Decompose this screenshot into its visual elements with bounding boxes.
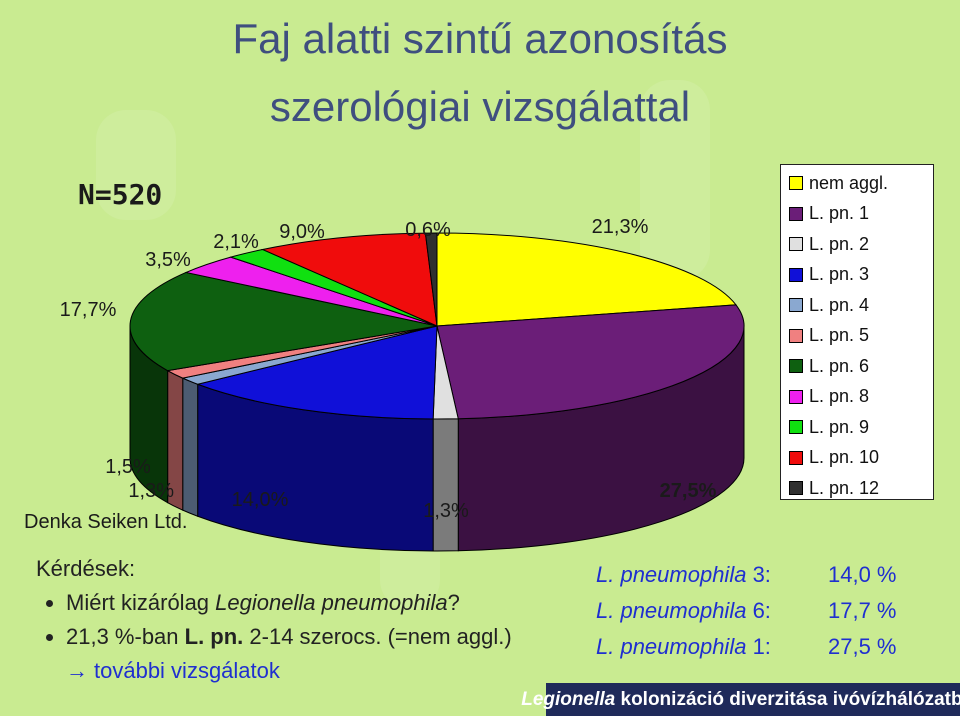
legend-swatch — [789, 389, 803, 404]
legend-item: L. pn. 12 — [781, 473, 933, 504]
question-2-species: L. pn. — [184, 624, 244, 649]
questions-block: Kérdések: Miért kizárólag Legionella pne… — [36, 556, 512, 684]
pie-sides — [129, 325, 745, 552]
legend-label: L. pn. 2 — [809, 233, 870, 254]
questions-title: Kérdések: — [36, 556, 136, 581]
legend-swatch — [789, 206, 803, 221]
legend-item: L. pn. 5 — [781, 321, 933, 352]
legend-label: L. pn. 9 — [809, 416, 870, 437]
stat-value: 27,5 % — [828, 634, 897, 659]
legend-item: L. pn. 8 — [781, 382, 933, 413]
pie-labels: 21,3%27,5%1,3%14,0%1,3%1,5%17,7%3,5%2,1%… — [24, 216, 717, 533]
stat-row: L. pneumophila 6: 17,7 % — [596, 593, 897, 629]
slice-value-label: 21,3% — [592, 216, 649, 238]
page-title: Faj alatti szintű azonosítás — [232, 15, 728, 62]
stat-name: L. pneumophila 6: — [596, 598, 771, 623]
question-1-species: Legionella pneumophila — [215, 590, 448, 615]
question-2: 21,3 %-ban L. pn. 2-14 szerocs. (=nem ag… — [66, 624, 512, 650]
question-2-prefix: 21,3 %-ban — [66, 624, 185, 649]
footer-banner: Legionella kolonizáció diverzitása ivóví… — [521, 683, 960, 716]
legend-item: L. pn. 6 — [781, 351, 933, 382]
stat-row: L. pneumophila 1: 27,5 % — [596, 629, 897, 665]
legend-item: L. pn. 1 — [781, 199, 933, 230]
stat-row: L. pneumophila 3: 14,0 % — [596, 557, 897, 593]
pie-side — [432, 418, 459, 552]
slice-value-label: 1,5% — [105, 456, 151, 478]
legend-label: L. pn. 5 — [809, 325, 870, 346]
pie-side — [182, 377, 199, 517]
legend-label: L. pn. 12 — [809, 477, 880, 498]
legend-swatch — [789, 328, 803, 343]
question-1: Miért kizárólag Legionella pneumophila? — [66, 590, 512, 616]
legend-swatch — [789, 267, 803, 282]
legend-item: L. pn. 3 — [781, 260, 933, 291]
legend-label: nem aggl. — [809, 172, 889, 193]
slice-value-label: 1,3% — [423, 500, 469, 522]
legend-swatch — [789, 298, 803, 313]
pie-slice — [195, 325, 438, 420]
legend-item: nem aggl. — [781, 168, 933, 199]
slice-value-label: 27,5% — [660, 480, 717, 502]
legend-label: L. pn. 3 — [809, 264, 870, 285]
question-2-suffix: 2-14 szerocs. (=nem aggl.) — [243, 624, 512, 649]
pie-slice — [260, 232, 438, 327]
further-tests: → további vizsgálatok — [66, 658, 512, 684]
legend-label: L. pn. 1 — [809, 203, 870, 224]
legend-swatch — [789, 450, 803, 465]
pie-slice — [424, 232, 438, 327]
right-arrow-icon: → — [66, 658, 88, 683]
legend-swatch — [789, 359, 803, 374]
further-tests-label: további vizsgálatok — [94, 658, 280, 683]
stat-value: 17,7 % — [828, 598, 897, 623]
question-1-prefix: Miért kizárólag — [66, 590, 216, 615]
slice-value-label: 17,7% — [60, 299, 117, 321]
chart-annotation: Denka Seiken Ltd. — [24, 511, 187, 533]
legend-swatch — [789, 237, 803, 252]
legend-swatch — [789, 481, 803, 496]
question-1-suffix: ? — [447, 590, 460, 615]
slice-value-label: 14,0% — [232, 489, 289, 511]
stats-block: L. pneumophila 3: 14,0 % L. pneumophila … — [596, 557, 897, 665]
legend-label: L. pn. 8 — [809, 386, 870, 407]
pie-slice — [436, 232, 737, 327]
stat-name: L. pneumophila 3: — [596, 562, 771, 587]
pie-top — [129, 232, 745, 420]
footer-text: kolonizáció diverzitása ivóvízhálózatban — [615, 688, 960, 710]
legend-swatch — [789, 420, 803, 435]
slice-value-label: 9,0% — [279, 221, 325, 243]
stat-name: L. pneumophila 1: — [596, 634, 771, 659]
legend-label: L. pn. 4 — [809, 294, 870, 315]
legend-item: L. pn. 9 — [781, 412, 933, 443]
legend-label: L. pn. 6 — [809, 355, 870, 376]
legend-label: L. pn. 10 — [809, 447, 880, 468]
slice-value-label: 2,1% — [213, 231, 259, 253]
legend-item: L. pn. 10 — [781, 443, 933, 474]
pie-chart: 21,3%27,5%1,3%14,0%1,3%1,5%17,7%3,5%2,1%… — [24, 216, 745, 552]
slice-value-label: 0,6% — [405, 219, 451, 241]
legend-item: L. pn. 2 — [781, 229, 933, 260]
page-subtitle: szerológiai vizsgálattal — [269, 83, 691, 130]
background-shape — [640, 80, 710, 280]
background-shape — [96, 110, 176, 220]
footer-italic: Legionella — [521, 688, 616, 710]
legend-item: L. pn. 4 — [781, 290, 933, 321]
slice-value-label: 1,3% — [128, 480, 174, 502]
pie-slice — [436, 304, 745, 420]
legend-swatch — [789, 176, 803, 191]
sample-size-label: N=520 — [78, 178, 163, 211]
chart-legend: nem aggl. L. pn. 1 L. pn. 2 L. pn. 3 L. pn. … — [780, 164, 934, 500]
pie-slice — [129, 271, 438, 372]
stat-value: 14,0 % — [828, 562, 897, 587]
slice-value-label: 3,5% — [145, 249, 191, 271]
